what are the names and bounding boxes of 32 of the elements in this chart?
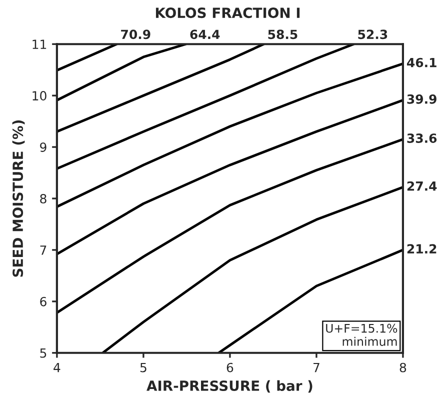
line-series — [217, 248, 403, 353]
line-series — [56, 44, 265, 133]
text: KOLOS FRACTION I — [156, 8, 300, 18]
x-tick-label: 5 — [140, 362, 146, 372]
series-label: 64.4 — [190, 30, 220, 40]
series-label: 46.1 — [406, 58, 436, 68]
line-series — [102, 186, 403, 353]
series-label: 39.9 — [407, 94, 436, 104]
x-tick-label: 8 — [400, 362, 406, 372]
y-tick-label: 8 — [40, 194, 46, 204]
x-axis-title: AIR-PRESSURE ( bar ) — [146, 380, 312, 393]
line-series — [56, 44, 355, 170]
series-label: 33.6 — [407, 133, 437, 143]
series-label: 27.4 — [407, 181, 437, 191]
y-tick-label: 11 — [32, 40, 46, 49]
series-label: 58.5 — [268, 30, 298, 40]
y-tick-label: 5 — [40, 348, 46, 358]
series-label: 52.3 — [358, 30, 388, 40]
y-tick-label: 9 — [40, 142, 46, 152]
x-tick-label: 4 — [54, 362, 60, 372]
line-series — [56, 138, 403, 314]
y-tick-label: 7 — [40, 246, 46, 255]
x-tick-label: 6 — [226, 362, 234, 372]
y-tick-label: 6 — [40, 296, 46, 306]
y-axis-title: SEED MOISTURE (%) — [12, 120, 25, 277]
series-label: 21.2 — [407, 244, 436, 254]
annotation: U+F=15.1% minimum — [326, 324, 398, 346]
y-tick-label: 10 — [32, 91, 46, 100]
x-tick-label: 7 — [314, 362, 320, 372]
series-label: 70.9 — [121, 30, 150, 40]
line-series — [56, 98, 403, 256]
line-series — [56, 62, 403, 208]
